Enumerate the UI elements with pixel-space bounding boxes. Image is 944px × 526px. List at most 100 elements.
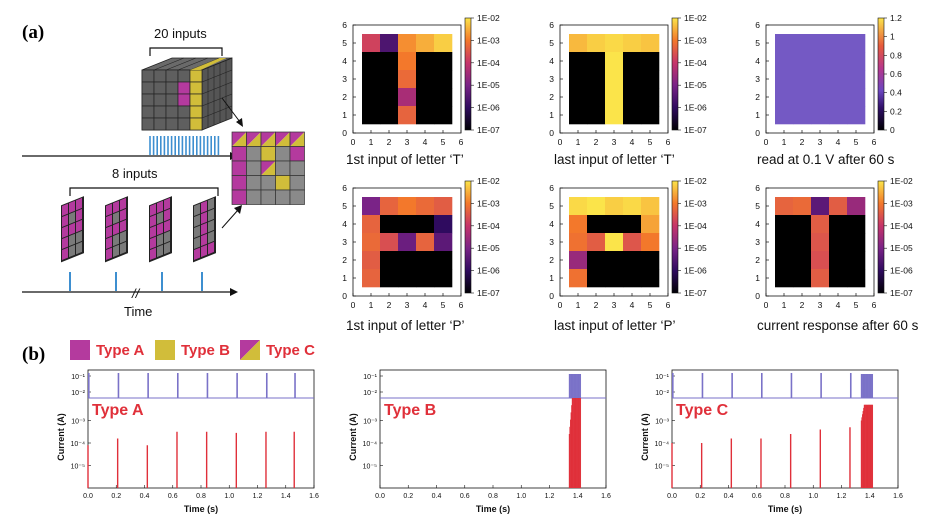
y-tick-label: 10⁻⁵ [655, 464, 669, 471]
current-plot-2: 10⁻¹ 10⁻² 10⁻³ 10⁻⁴ 10⁻⁵ 0.0 0.2 0.4 0.6 0.8 1.0 1.… [348, 369, 611, 514]
inputs-20-label: 20 inputs [154, 26, 207, 41]
panel-label-a: (a) [22, 22, 44, 43]
x-tick-label: 0 [764, 300, 769, 310]
heatmap-cell [641, 34, 660, 53]
heatmap-cell [434, 269, 453, 288]
heatmap-caption: last input of letter ‘P’ [554, 318, 676, 333]
heatmap-cell [623, 251, 642, 270]
heatmap-cell [398, 70, 417, 89]
x-tick-label: 1.4 [573, 493, 583, 500]
y-tick-label: 3 [549, 74, 554, 84]
y-tick-label: 5 [342, 201, 347, 211]
colorbar-tick-label: 1E-02 [477, 13, 500, 23]
heatmap-cell [775, 88, 794, 107]
heatmap-cell [829, 106, 848, 125]
heatmap-cell [569, 34, 588, 53]
colorbar-tick-label: 1E-04 [477, 58, 500, 68]
colorbar-tick-label: 1E-06 [890, 266, 913, 276]
arrow-head-icon [234, 205, 242, 214]
heatmap-cell [641, 215, 660, 234]
cube-cell [165, 93, 179, 107]
heatmap-cell [605, 269, 624, 288]
y-axis-label: Current (A) [348, 413, 358, 461]
plot-type-label: Type C [676, 402, 729, 419]
heatmap-cell [641, 70, 660, 89]
colorbar-tick-label: 1E-02 [890, 176, 913, 186]
heatmap-cell [587, 233, 606, 252]
heatmap-6: 0 1 2 3 4 5 6 0 1 2 3 4 5 6 1E-02 1E-03 1E-04 1E-05 1E-06 1… [755, 176, 918, 333]
voltage-pulse [731, 373, 733, 398]
cube-cell [165, 117, 179, 131]
colorbar-tick-label: 1E-07 [477, 125, 500, 135]
heatmap-cell [641, 251, 660, 270]
y-tick-label: 5 [549, 201, 554, 211]
voltage-pulse [672, 373, 674, 398]
heatmap-cell [641, 269, 660, 288]
heatmap-cell [847, 88, 866, 107]
heatmap-cell [380, 269, 399, 288]
x-tick-label: 4 [836, 137, 841, 147]
heatmap-cell [605, 106, 624, 125]
heatmap-cell [793, 269, 812, 288]
colorbar-tick-label: 0.2 [890, 106, 902, 116]
heatmap-cell [847, 34, 866, 53]
heatmap-caption: last input of letter ‘T’ [554, 152, 675, 167]
colorbar-tick-label: 1E-05 [684, 243, 707, 253]
panel-label-b: (b) [22, 344, 45, 365]
heatmap-cell [587, 215, 606, 234]
x-tick-label: 1.6 [893, 493, 903, 500]
heatmap-2: 0 1 2 3 4 5 6 0 1 2 3 4 5 6 1E-02 1E-03 1E-04 1E-05 1E-06 1… [549, 13, 707, 167]
heatmap-cell [434, 197, 453, 216]
arrow-head-icon [230, 288, 238, 296]
y-tick-label: 5 [755, 201, 760, 211]
heatmap-cell [569, 269, 588, 288]
x-tick-label: 1 [369, 137, 374, 147]
heatmap-cell [398, 52, 417, 71]
legend-label: Type A [96, 342, 145, 359]
heatmap-cell [829, 269, 848, 288]
colorbar-tick-label: 1E-05 [684, 80, 707, 90]
heatmap-cell [362, 88, 381, 107]
plot-type-label: Type B [384, 402, 436, 419]
heatmap-cell [605, 52, 624, 71]
heatmap-3: 0 1 2 3 4 5 6 0 1 2 3 4 5 6 1.2 1 0.8 0.6 0.4 0.2 0 read at 0… [755, 13, 902, 167]
x-tick-label: 6 [872, 300, 877, 310]
colorbar-tick-label: 1E-07 [477, 288, 500, 298]
x-tick-label: 6 [872, 137, 877, 147]
current-plot-3: 10⁻¹ 10⁻² 10⁻³ 10⁻⁴ 10⁻⁵ 0.0 0.2 0.4 0.6 0.8 1.0 1.… [640, 369, 903, 514]
y-tick-label: 4 [342, 56, 347, 66]
heatmap-cell [569, 233, 588, 252]
heatmap-cell [793, 233, 812, 252]
cube-cell [153, 69, 167, 83]
y-tick-label: 10⁻⁴ [655, 441, 670, 448]
heatmap-cell [811, 197, 830, 216]
x-tick-label: 2 [594, 137, 599, 147]
voltage-pulse [236, 373, 238, 398]
dense-pulse-train [149, 136, 220, 155]
heatmap-cell [623, 215, 642, 234]
colorbar [671, 17, 679, 131]
voltage-pulse [88, 373, 90, 398]
heatmap-cell [775, 197, 794, 216]
heatmap-cell [829, 215, 848, 234]
x-tick-label: 0.0 [83, 493, 93, 500]
x-tick-label: 1 [576, 137, 581, 147]
colorbar-tick-label: 1E-05 [477, 243, 500, 253]
heatmap-cell [847, 70, 866, 89]
x-tick-label: 4 [423, 300, 428, 310]
heatmap-cell [605, 88, 624, 107]
heatmap-cell [847, 251, 866, 270]
heatmap-cell [847, 215, 866, 234]
heatmap-cell [775, 215, 794, 234]
heatmap-cell [398, 88, 417, 107]
heatmap-cell [398, 233, 417, 252]
legend-item: Type C [240, 340, 315, 360]
heatmap-cell [398, 251, 417, 270]
colorbar-tick-label: 0.6 [890, 69, 902, 79]
y-tick-label: 4 [755, 56, 760, 66]
x-tick-label: 5 [441, 137, 446, 147]
y-tick-label: 10⁻³ [363, 419, 377, 426]
heatmap-cell [623, 52, 642, 71]
y-tick-label: 1 [549, 273, 554, 283]
y-tick-label: 10⁻³ [655, 419, 669, 426]
